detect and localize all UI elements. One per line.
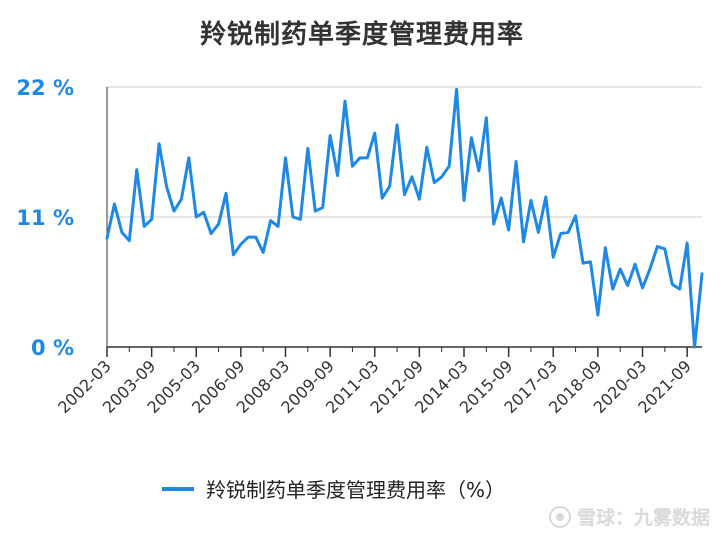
chart-title: 羚锐制药单季度管理费用率 (199, 20, 524, 50)
series-line (105, 87, 704, 349)
watermark: 雪球：九雾数据 (548, 503, 710, 530)
legend-label: 羚锐制药单季度管理费用率（%） (206, 478, 506, 502)
watermark-text: 雪球：九雾数据 (576, 507, 710, 529)
y-tick-label: 22 % (16, 76, 74, 100)
axis-layer (106, 87, 702, 357)
legend: 羚锐制药单季度管理费用率（%） (162, 474, 505, 503)
y-tick-label: 0 % (31, 336, 74, 360)
grid-layer (107, 86, 702, 218)
legend-swatch (162, 486, 194, 491)
y-tick-label: 11 % (16, 206, 74, 230)
label-layer: 0 %11 %22 %2002-032003-092005-032006-092… (16, 76, 695, 417)
series-layer (105, 87, 704, 349)
snowball-logo-icon (548, 505, 571, 528)
